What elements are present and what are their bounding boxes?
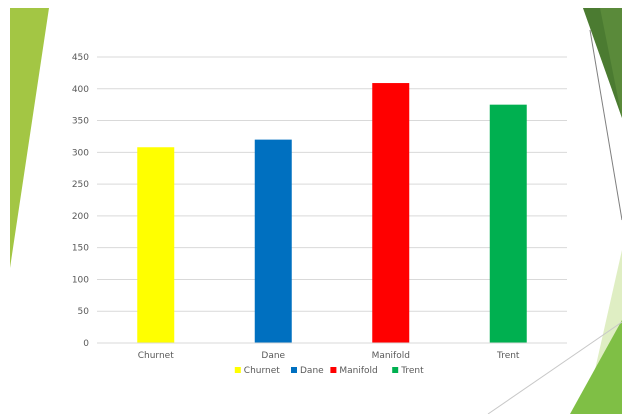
- y-tick-label: 350: [72, 117, 89, 127]
- bar-churnet: [137, 147, 175, 343]
- x-category-label: Trent: [496, 351, 520, 361]
- right-dark-green-wedge-shade: [583, 8, 622, 118]
- legend-label: Dane: [300, 366, 324, 376]
- gridlines: [97, 56, 567, 312]
- bar-chart: 0 50 100 150 200 250 300 350 400 450 Churnet Dane M…: [72, 53, 567, 376]
- bars: [137, 83, 527, 344]
- y-tick-label: 250: [72, 180, 89, 190]
- legend-label: Churnet: [244, 366, 280, 376]
- left-green-wedge: [10, 8, 49, 268]
- legend-swatch: [392, 367, 399, 373]
- legend-swatch: [234, 367, 241, 373]
- bar-manifold: [372, 83, 410, 344]
- y-tick-label: 450: [72, 53, 89, 63]
- y-axis-tick-labels: 0 50 100 150 200 250 300 350 400 450: [72, 53, 89, 349]
- right-thin-line-lower: [487, 321, 622, 414]
- y-tick-label: 300: [72, 148, 89, 158]
- legend-swatch: [330, 367, 337, 373]
- legend-swatch: [291, 367, 297, 373]
- x-category-label: Churnet: [138, 351, 174, 361]
- legend-label: Manifold: [339, 366, 377, 376]
- bar-trent: [489, 104, 527, 344]
- y-tick-label: 150: [72, 244, 89, 254]
- theme-decoration: [10, 8, 622, 414]
- legend: Churnet Dane Manifold Trent: [234, 366, 424, 376]
- y-tick-label: 400: [72, 85, 89, 95]
- x-category-label: Manifold: [372, 351, 410, 361]
- bar-dane: [254, 139, 292, 343]
- x-axis-category-labels: Churnet Dane Manifold Trent: [138, 351, 520, 361]
- y-tick-label: 200: [72, 212, 89, 222]
- y-tick-label: 0: [83, 339, 89, 349]
- x-category-label: Dane: [261, 351, 285, 361]
- right-thin-line-upper: [589, 29, 622, 221]
- y-tick-label: 100: [72, 275, 89, 285]
- legend-label: Trent: [400, 366, 424, 376]
- right-light-green-wedge: [570, 320, 622, 414]
- y-tick-label: 50: [78, 307, 90, 317]
